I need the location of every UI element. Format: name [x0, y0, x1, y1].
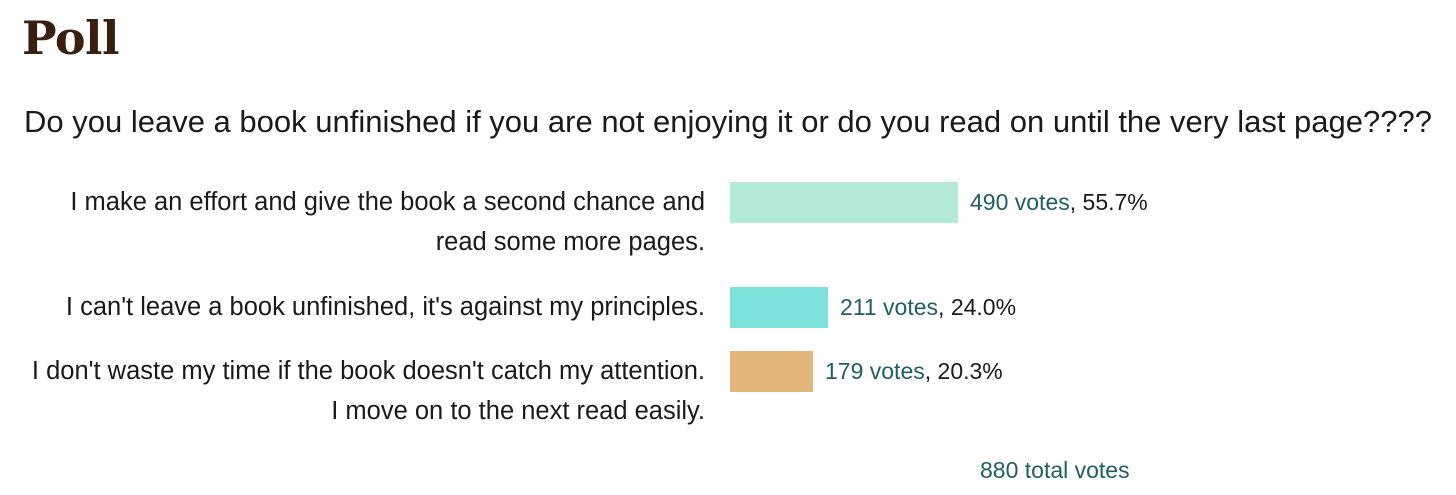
vote-percent: 55.7% [1082, 189, 1148, 215]
vote-percent: 20.3% [937, 358, 1003, 384]
result-bar [730, 182, 958, 223]
vote-count[interactable]: 179 votes [825, 358, 925, 384]
option-label: I can't leave a book unfinished, it's ag… [65, 293, 705, 321]
vote-percent: 24.0% [950, 294, 1017, 320]
poll-option: I make an effort and give the book a sec… [0, 182, 1456, 264]
poll-option: I don't waste my time if the book doesn'… [0, 351, 1456, 433]
vote-percent-sep: , [1069, 189, 1083, 215]
poll-question: Do you leave a book unfinished if you ar… [24, 104, 1432, 139]
option-result: 211 votes, 24.0% [730, 287, 1150, 328]
vote-percent-sep: , [924, 358, 938, 384]
vote-percent-sep: , [938, 294, 951, 320]
poll-option: I can't leave a book unfinished, it's ag… [0, 287, 1456, 329]
poll-title: Poll [22, 11, 120, 65]
result-bar [730, 351, 813, 392]
result-bar [730, 287, 828, 328]
option-label: I don't waste my time if the book doesn'… [31, 357, 705, 425]
vote-count[interactable]: 211 votes [840, 294, 939, 320]
option-label: I make an effort and give the book a sec… [70, 188, 705, 256]
total-votes[interactable]: 880 total votes [980, 457, 1130, 483]
option-result: 490 votes, 55.7% [730, 182, 1150, 223]
vote-count[interactable]: 490 votes [970, 189, 1070, 215]
option-result: 179 votes, 20.3% [730, 351, 1150, 392]
